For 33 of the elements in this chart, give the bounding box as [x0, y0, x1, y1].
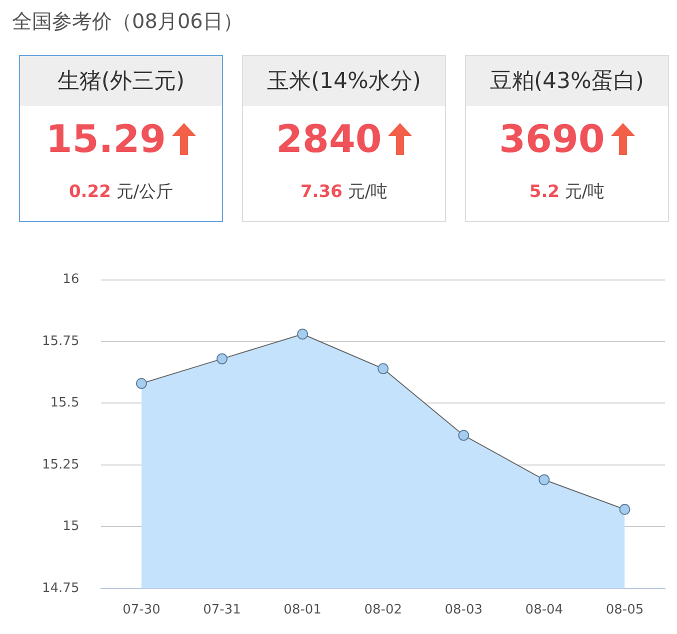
point — [136, 378, 147, 389]
text: 5.2 — [529, 182, 560, 202]
text: 全国参考价（08月06日） — [12, 8, 243, 35]
x-tick-label: 07-30 — [122, 602, 160, 618]
y-tick-label: 14.75 — [42, 580, 80, 596]
point — [619, 504, 630, 515]
x-tick-label: 07-31 — [203, 602, 241, 618]
text: 2840 — [276, 117, 382, 161]
y-tick-label: 15.75 — [42, 334, 80, 349]
y-tick-label: 15.5 — [50, 396, 80, 411]
point — [458, 430, 470, 441]
x-tick-label: 08-02 — [364, 602, 402, 618]
text: 玉米(14%水分) — [243, 56, 445, 106]
x-tick-label: 08-01 — [284, 602, 322, 618]
text: 豆粕(43%蛋白) — [466, 56, 668, 106]
text: 0.22 — [68, 182, 111, 202]
x-tick-label: 08-03 — [444, 602, 483, 618]
y-tick-label: 15.25 — [42, 457, 80, 472]
text: 生猪(外三元) — [20, 56, 222, 106]
point — [216, 353, 228, 364]
x-tick-label: 08-04 — [525, 602, 564, 618]
text: 15.29 — [46, 117, 166, 161]
text: 3690 — [499, 117, 605, 161]
y-tick-label: 15 — [62, 519, 80, 534]
text: 元/吨 — [348, 182, 388, 202]
x-tick-label: 08-05 — [606, 602, 644, 618]
point — [538, 474, 550, 486]
point — [297, 328, 308, 340]
text: 元/吨 — [564, 182, 605, 202]
text: 元/公斤 — [116, 182, 174, 202]
y-tick-label: 16 — [62, 272, 80, 288]
text: 7.36 — [300, 182, 342, 202]
point — [378, 363, 389, 374]
